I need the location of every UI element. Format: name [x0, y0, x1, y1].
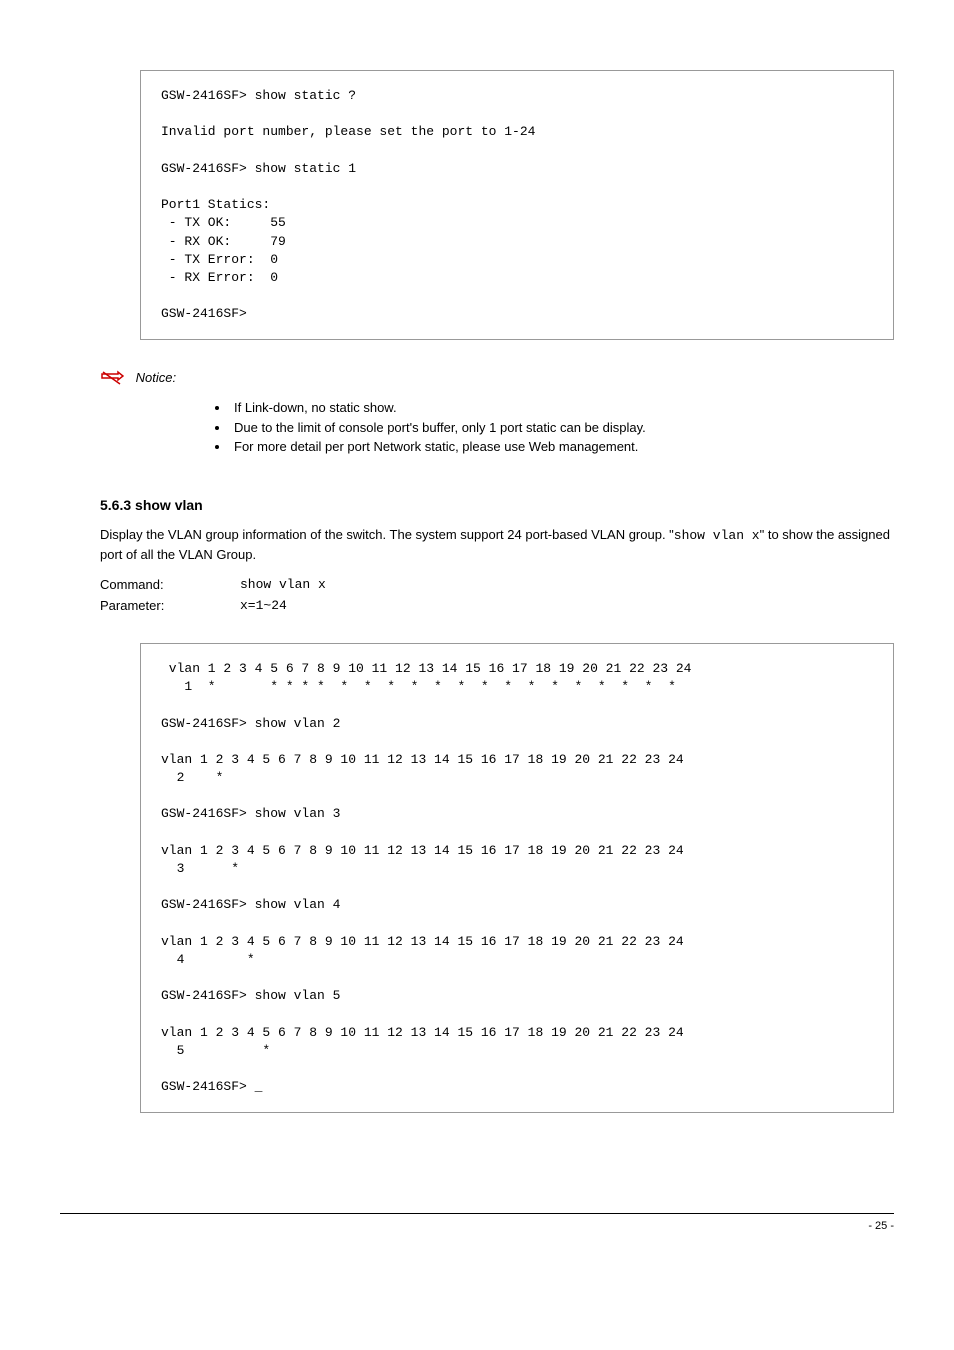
section-description: Display the VLAN group information of th…	[100, 525, 894, 565]
parameter-row: Parameter: x=1~24	[100, 598, 894, 613]
command-label: Command:	[100, 577, 240, 592]
notice-section: Notice: If Link-down, no static show. Du…	[100, 370, 894, 457]
section-desc-command: show vlan x	[674, 528, 760, 543]
terminal-output-static: GSW-2416SF> show static ? Invalid port n…	[140, 70, 894, 340]
page-footer: - 25 -	[60, 1213, 894, 1232]
command-value: show vlan x	[240, 577, 326, 592]
parameter-label: Parameter:	[100, 598, 240, 613]
command-row: Command: show vlan x	[100, 577, 894, 592]
parameter-value: x=1~24	[240, 598, 287, 613]
terminal-output-vlan: vlan 1 2 3 4 5 6 7 8 9 10 11 12 13 14 15…	[140, 643, 894, 1114]
list-item: If Link-down, no static show.	[230, 398, 894, 418]
page-number: - 25 -	[868, 1220, 894, 1232]
section-desc-text-1: Display the VLAN group information of th…	[100, 527, 674, 542]
list-item: For more detail per port Network static,…	[230, 437, 894, 457]
section-heading: 5.6.3 show vlan	[100, 497, 894, 513]
notice-list: If Link-down, no static show. Due to the…	[230, 398, 894, 457]
notice-icon	[100, 370, 124, 388]
notice-label: Notice:	[136, 370, 176, 385]
list-item: Due to the limit of console port's buffe…	[230, 418, 894, 438]
